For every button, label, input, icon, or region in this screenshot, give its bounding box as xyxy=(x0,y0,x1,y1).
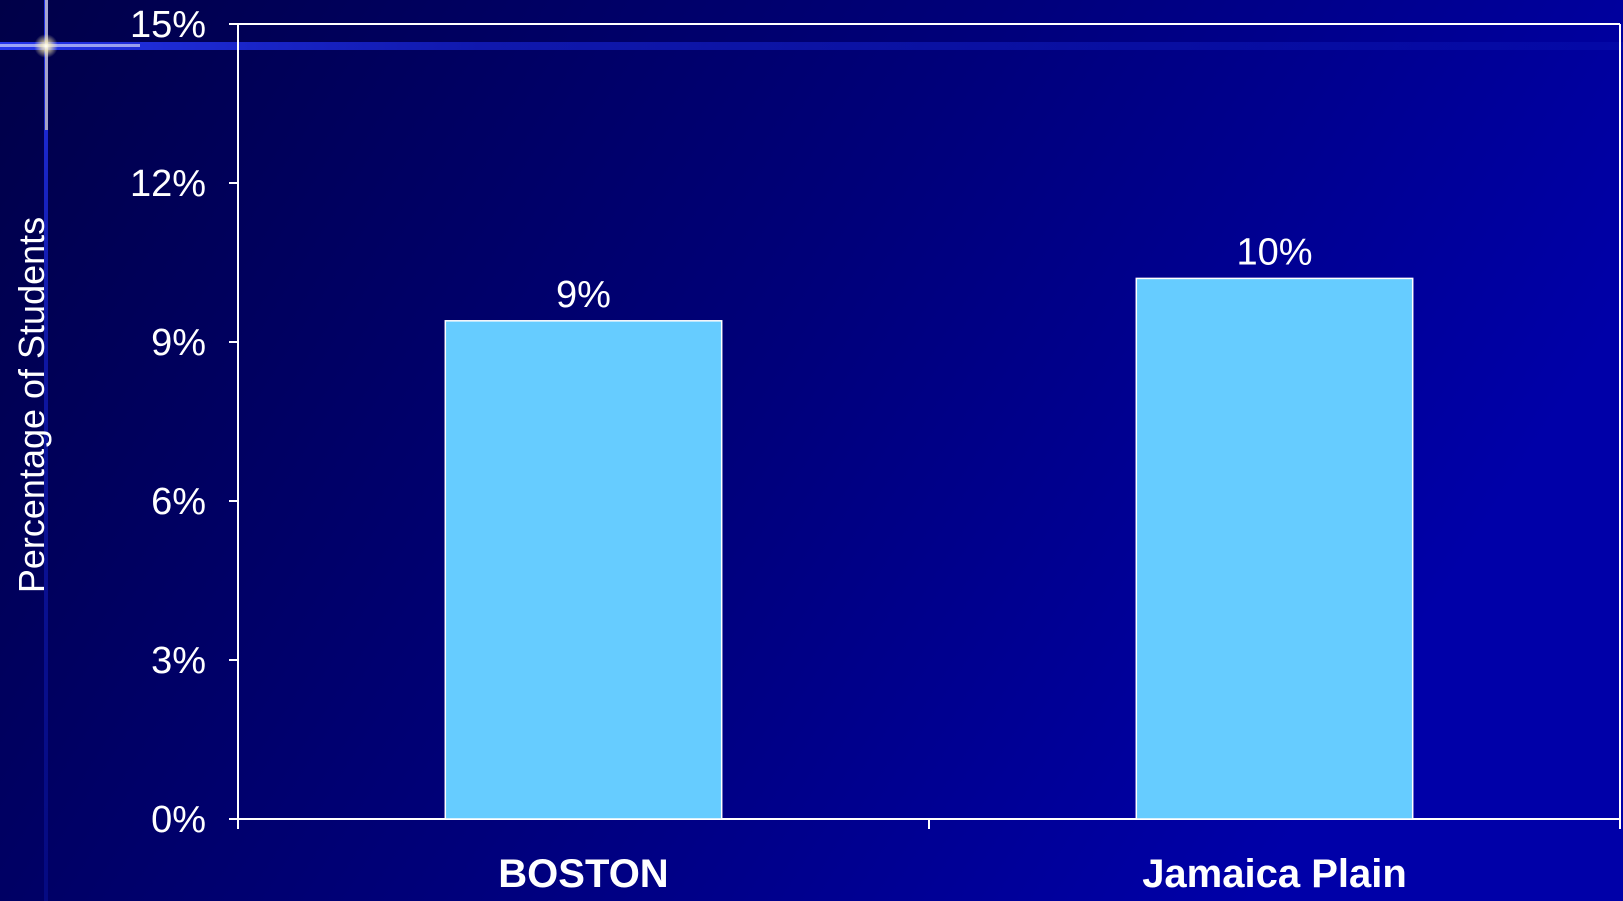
y-tick-label: 6% xyxy=(151,481,206,523)
y-tick-label: 0% xyxy=(151,799,206,841)
y-tick-label: 15% xyxy=(130,4,206,46)
decorative-vertical-stripe xyxy=(44,0,48,901)
y-tick-label: 3% xyxy=(151,640,206,682)
sparkle-icon xyxy=(34,34,58,58)
y-tick-label: 12% xyxy=(130,163,206,205)
y-axis-title: Percentage of Students xyxy=(11,217,52,593)
y-tick-label: 9% xyxy=(151,322,206,364)
y-ticks-group: 0% 3% 6% 9% 12% 15% xyxy=(130,4,1621,841)
data-label: 10% xyxy=(1236,231,1312,273)
sparkle-ray-horizontal xyxy=(0,44,140,47)
bar-jamaica-plain xyxy=(1135,277,1414,820)
labels-group: 9% BOSTON 10% Jamaica Plain xyxy=(498,231,1407,896)
x-category-label: Jamaica Plain xyxy=(1142,852,1407,896)
data-label: 9% xyxy=(556,274,611,316)
bars-group xyxy=(444,277,1414,820)
bar-boston xyxy=(444,320,723,820)
sparkle-ray-vertical xyxy=(45,0,48,130)
decorative-horizontal-stripe xyxy=(0,42,1623,50)
x-category-label: BOSTON xyxy=(498,852,668,896)
